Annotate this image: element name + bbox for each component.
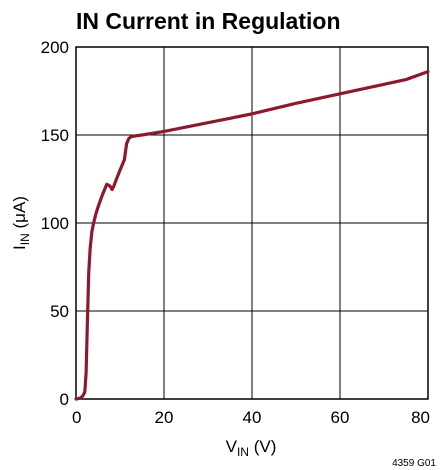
y-axis-label: IIN (μA) [10, 196, 32, 250]
y-axis-label-sub: IN [18, 233, 32, 245]
chart-title: IN Current in Regulation [76, 8, 341, 34]
x-axis-label-sub: IN [237, 445, 249, 459]
x-tick-label: 0 [72, 408, 81, 427]
x-axis-label: VIN (V) [226, 437, 277, 459]
x-axis-label-main: V [226, 437, 238, 456]
y-tick-label: 200 [41, 38, 69, 57]
x-tick-labels: 0 20 40 60 80 [72, 408, 430, 427]
x-axis-label-unit: (V) [249, 437, 276, 456]
y-tick-label: 0 [60, 390, 69, 409]
y-tick-label: 50 [50, 302, 69, 321]
plot-frame [75, 46, 429, 400]
series-line [74, 70, 430, 401]
y-axis-label-main: I [10, 245, 29, 250]
x-tick-label: 80 [411, 408, 430, 427]
y-tick-label: 100 [41, 214, 69, 233]
figure-code: 4359 G01 [392, 458, 436, 469]
y-axis-label-unit: (μA) [10, 196, 29, 233]
y-tick-label: 150 [41, 126, 69, 145]
grid [76, 47, 428, 399]
y-tick-labels: 0 50 100 150 200 [41, 38, 69, 409]
x-tick-label: 60 [331, 408, 350, 427]
x-tick-label: 20 [155, 408, 174, 427]
x-tick-label: 40 [243, 408, 262, 427]
